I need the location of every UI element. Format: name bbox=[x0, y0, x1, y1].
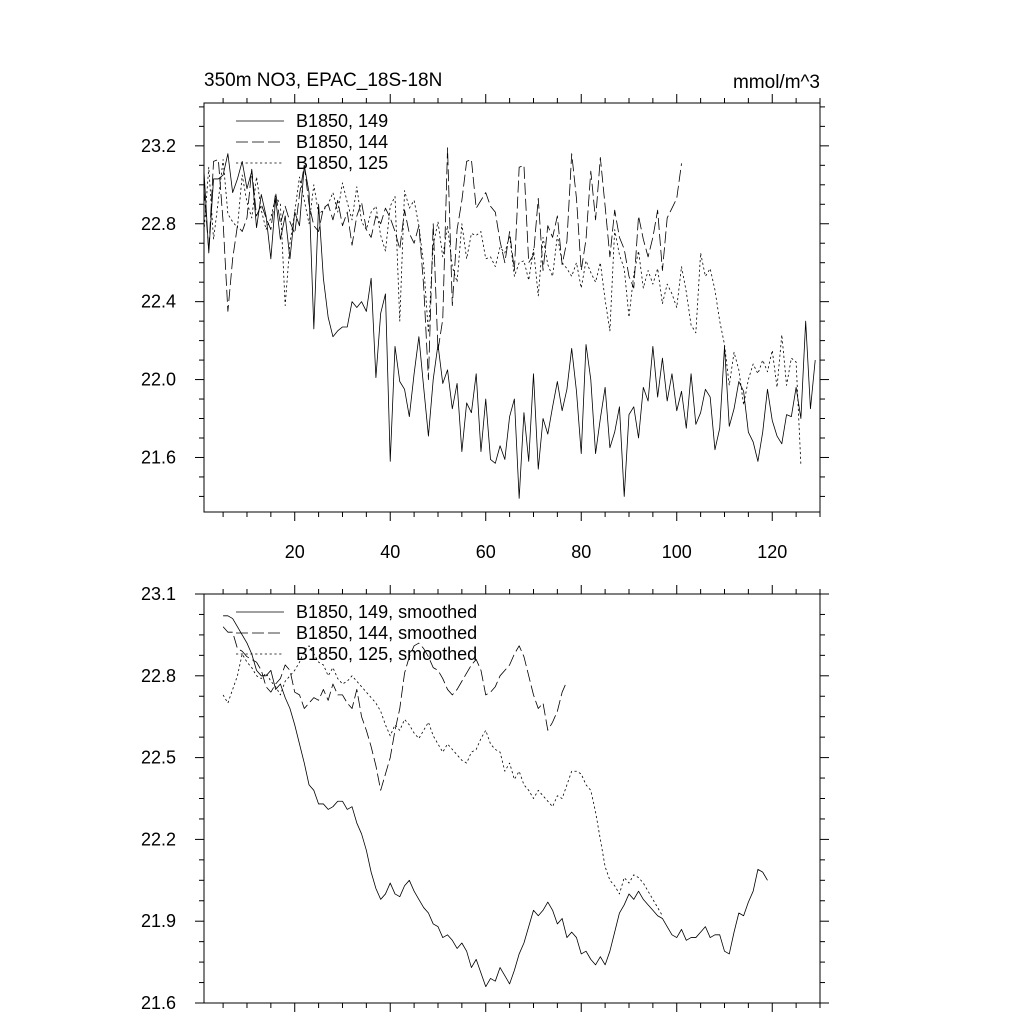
top-plot-frame bbox=[203, 102, 821, 513]
bottom-y-tick-label: 22.2 bbox=[141, 829, 176, 849]
top-series-1 bbox=[203, 153, 816, 499]
top-y-tick-label: 22.0 bbox=[141, 370, 176, 390]
top-y-tick-label: 21.6 bbox=[141, 447, 176, 467]
top-x-tick-labels: 20 40 60 80 100 120 bbox=[285, 542, 788, 562]
top-x-tick-label: 20 bbox=[285, 542, 305, 562]
bottom-legend-label: B1850, 149, smoothed bbox=[296, 602, 477, 622]
top-panel-title: 350m NO3, EPAC_18S-18N bbox=[204, 70, 442, 91]
top-series-3 bbox=[203, 159, 802, 466]
top-y-tick-label: 22.4 bbox=[141, 292, 176, 312]
top-panel-units: mmol/m^3 bbox=[733, 72, 820, 93]
top-series-2 bbox=[203, 147, 682, 380]
top-x-tick-label: 80 bbox=[571, 542, 591, 562]
bottom-legend-label: B1850, 125, smoothed bbox=[296, 644, 477, 664]
bottom-y-tick-label: 23.1 bbox=[141, 584, 176, 604]
bottom-legend-label: B1850, 144, smoothed bbox=[296, 623, 477, 643]
top-legend-label: B1850, 125 bbox=[296, 153, 388, 173]
bottom-panel: 21.6 21.9 22.2 22.5 22.8 23.1 B1850, 149, smo… bbox=[141, 584, 829, 1013]
bottom-y-tick-label: 22.5 bbox=[141, 748, 176, 768]
top-tick-marks bbox=[195, 94, 829, 521]
top-legend-label: B1850, 144 bbox=[296, 132, 388, 152]
bottom-y-tick-label: 22.8 bbox=[141, 666, 176, 686]
top-x-tick-label: 60 bbox=[476, 542, 496, 562]
top-y-tick-labels: 21.6 22.0 22.4 22.8 23.2 bbox=[141, 136, 176, 468]
top-y-tick-label: 22.8 bbox=[141, 214, 176, 234]
top-panel: 350m NO3, EPAC_18S-18N mmol/m^3 20 40 60 80… bbox=[141, 70, 829, 562]
bottom-y-tick-labels: 21.6 21.9 22.2 22.5 22.8 23.1 bbox=[141, 584, 176, 1013]
top-legend-label: B1850, 149 bbox=[296, 111, 388, 131]
bottom-y-tick-label: 21.6 bbox=[141, 993, 176, 1013]
top-y-tick-label: 23.2 bbox=[141, 136, 176, 156]
bottom-series-lines bbox=[222, 615, 768, 988]
top-series-lines bbox=[203, 147, 816, 499]
bottom-y-tick-label: 21.9 bbox=[141, 911, 176, 931]
bottom-tick-marks bbox=[195, 585, 829, 1012]
top-x-tick-label: 100 bbox=[662, 542, 692, 562]
bottom-series-3 bbox=[222, 645, 663, 916]
top-x-tick-label: 40 bbox=[380, 542, 400, 562]
bottom-series-1 bbox=[223, 615, 768, 988]
bottom-series-2 bbox=[222, 626, 568, 791]
top-x-tick-label: 120 bbox=[757, 542, 787, 562]
